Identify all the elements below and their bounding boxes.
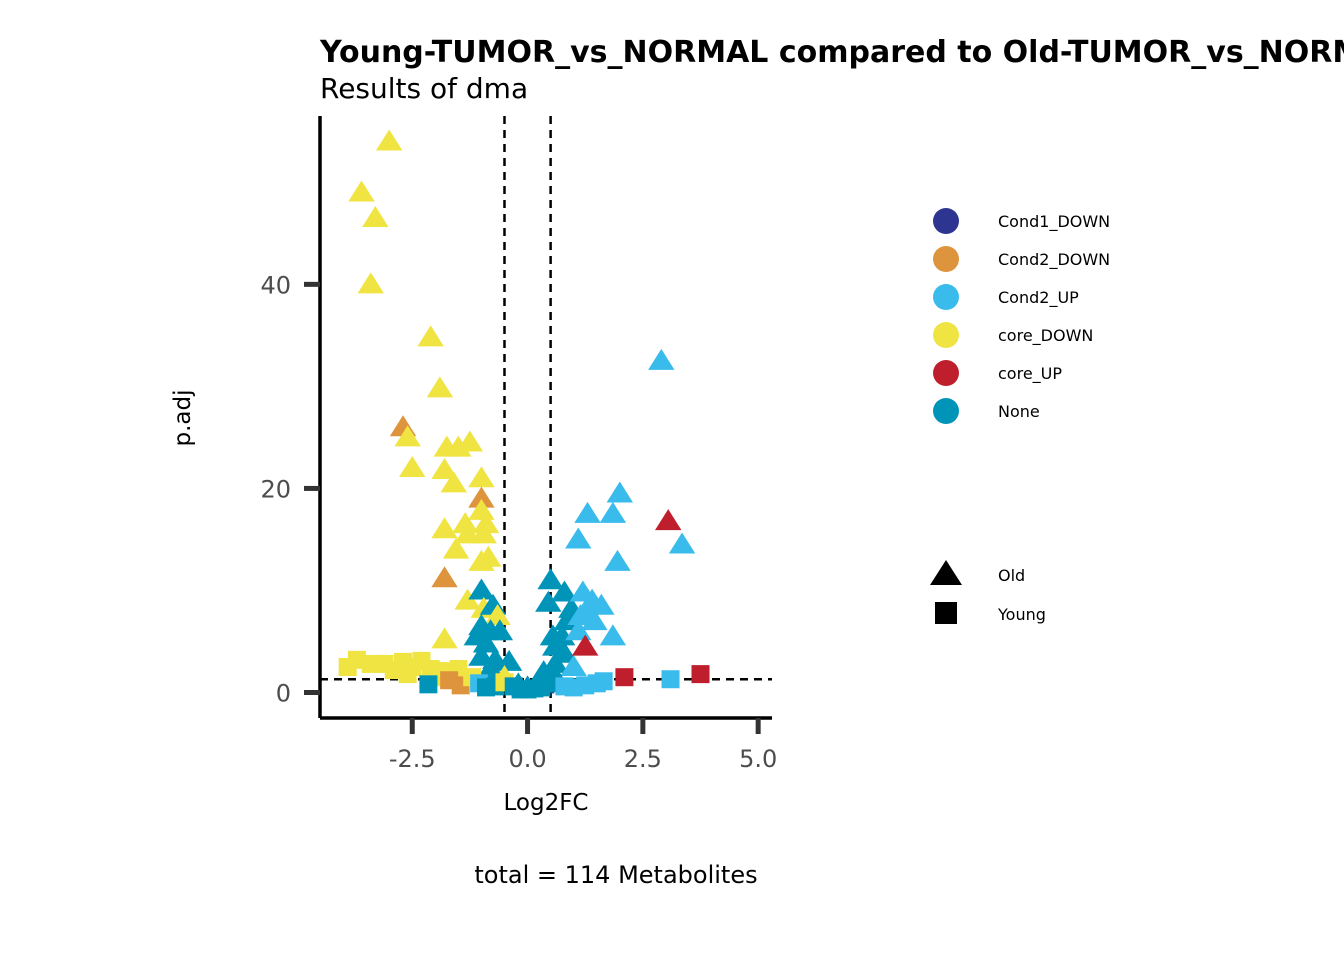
data-point-young: [419, 675, 438, 694]
x-tick-label: -2.5: [389, 745, 436, 773]
shape-legend: Old Young: [930, 560, 1046, 624]
data-point-old: [486, 619, 514, 641]
data-point-young: [361, 654, 380, 673]
data-point-old: [375, 129, 403, 151]
data-point-old: [472, 631, 500, 653]
data-point-young: [615, 668, 634, 687]
data-point-old: [484, 603, 511, 625]
legend-color-label: core_DOWN: [998, 326, 1093, 346]
legend-color-label: Cond1_DOWN: [998, 212, 1110, 232]
chart-title: Young-TUMOR_vs_NORMAL compared to Old-TU…: [319, 35, 1344, 70]
data-point-old: [440, 471, 467, 493]
data-point-old: [431, 458, 458, 480]
legend-color-key: [933, 246, 959, 272]
data-point-young: [594, 672, 613, 691]
x-tick-label: 2.5: [624, 745, 662, 773]
data-point-old: [495, 649, 523, 671]
data-point-old: [560, 654, 587, 676]
data-point-old: [468, 498, 495, 520]
data-point-old: [648, 348, 675, 370]
data-point-old: [468, 578, 495, 600]
data-point-old: [468, 486, 495, 508]
data-point-old: [668, 532, 696, 554]
data-point-old: [535, 590, 562, 612]
legend-color-key: [933, 208, 959, 234]
legend-shape-label: Old: [998, 566, 1025, 585]
data-points: [338, 129, 710, 699]
data-point-old: [456, 430, 484, 452]
data-point-old: [477, 657, 504, 679]
data-point-old: [452, 512, 479, 534]
caption: total = 114 Metabolites: [474, 861, 757, 889]
legend-shape-key: [935, 602, 957, 624]
data-point-old: [468, 466, 495, 488]
legend-color-key: [933, 360, 959, 386]
data-point-young: [691, 665, 710, 684]
data-point-old: [431, 566, 458, 588]
data-point-old: [472, 512, 500, 534]
data-point-old: [599, 624, 627, 646]
color-legend: Cond1_DOWN Cond2_DOWN Cond2_UP core_DOWNcor…: [933, 208, 1110, 424]
data-point-old: [417, 325, 444, 347]
x-axis-title: Log2FC: [503, 790, 588, 816]
data-point-old: [394, 425, 421, 447]
data-point-old: [606, 481, 633, 503]
y-tick-label: 40: [260, 271, 291, 299]
data-point-old: [565, 619, 592, 641]
data-point-old: [454, 588, 481, 610]
data-point-old: [537, 568, 564, 590]
legend-color-key: [933, 322, 959, 348]
data-point-old: [348, 180, 375, 202]
data-point-old: [357, 272, 384, 294]
x-tick-label: 5.0: [739, 745, 777, 773]
y-tick-label: 20: [260, 475, 291, 503]
data-point-old: [470, 522, 497, 544]
data-point-old: [362, 206, 389, 228]
data-point-old: [565, 527, 592, 549]
y-axis-ticks: 0 20 40: [260, 271, 320, 707]
data-point-old: [604, 549, 631, 571]
legend-shape-label: Young: [997, 605, 1046, 624]
data-point-old: [542, 651, 569, 673]
legend-color-label: None: [998, 402, 1040, 421]
data-point-old: [599, 501, 627, 523]
data-point-old: [431, 627, 458, 649]
data-point-old: [426, 376, 454, 398]
data-point-young: [661, 670, 680, 689]
legend-color-label: Cond2_UP: [998, 288, 1079, 308]
data-point-young: [347, 650, 366, 669]
data-point-old: [475, 545, 502, 567]
legend-color-key: [933, 284, 959, 310]
data-point-old: [655, 509, 682, 531]
x-axis-ticks: -2.5 0.0 2.5 5.0: [389, 718, 777, 773]
legend-color-label: Cond2_DOWN: [998, 250, 1110, 270]
data-point-old: [581, 609, 608, 631]
y-tick-label: 0: [276, 679, 291, 707]
data-point-old: [399, 456, 426, 478]
y-axis-title: p.adj: [170, 390, 196, 447]
data-point-old: [567, 603, 594, 625]
x-tick-label: 0.0: [508, 745, 546, 773]
data-point-old: [431, 517, 458, 539]
reference-lines: [320, 116, 772, 718]
chart-subtitle: Results of dma: [320, 72, 528, 105]
data-point-old: [574, 501, 601, 523]
data-point-old: [551, 580, 578, 602]
legend-shape-key: [930, 560, 962, 585]
data-point-old: [572, 634, 599, 656]
data-point-old: [442, 537, 470, 559]
data-point-young: [398, 665, 417, 684]
legend-color-key: [933, 398, 959, 424]
legend-color-label: core_UP: [998, 364, 1062, 384]
